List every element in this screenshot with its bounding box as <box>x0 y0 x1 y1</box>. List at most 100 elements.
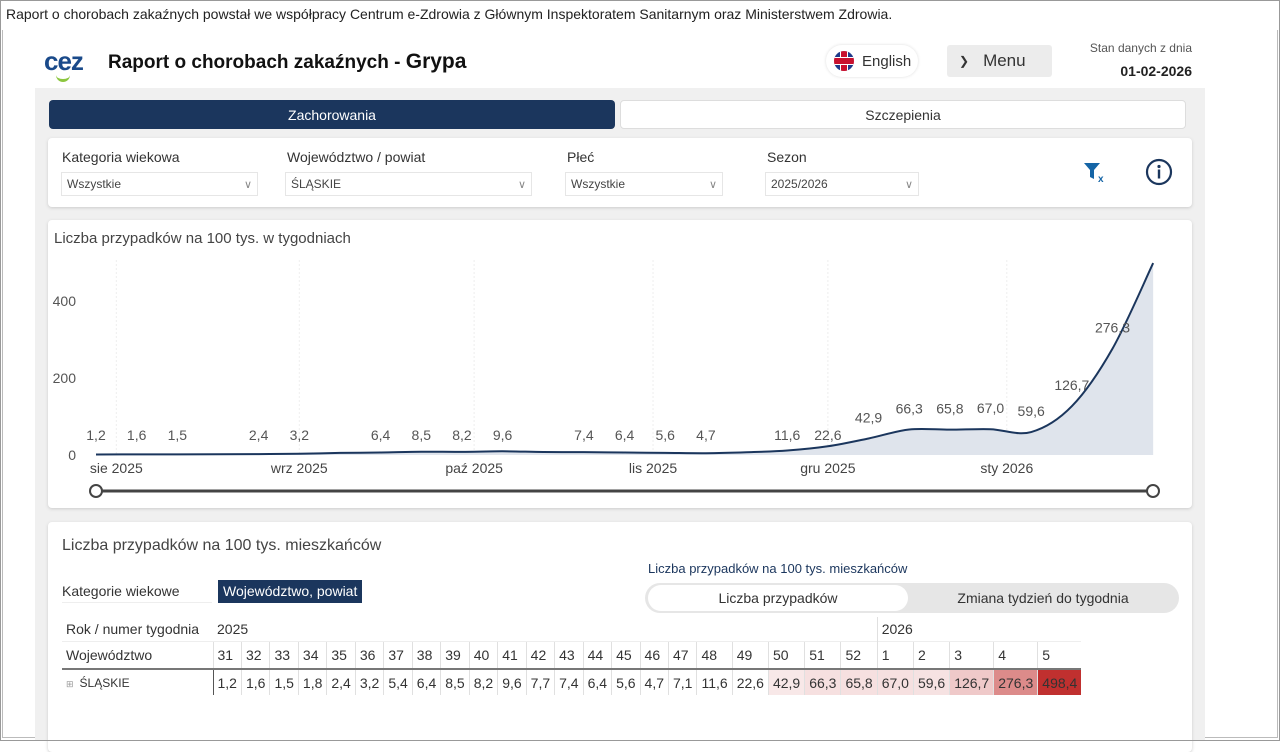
x-tick-label: sty 2026 <box>980 460 1033 476</box>
week-header: 45 <box>612 641 640 669</box>
title-disease: Grypa <box>406 50 467 73</box>
menu-button[interactable]: ❯Menu <box>947 45 1052 77</box>
title-text: Raport o chorobach zakaźnych - <box>108 52 406 73</box>
value-cell: 6,4 <box>583 669 611 695</box>
week-header: 37 <box>384 641 412 669</box>
week-header: 47 <box>669 641 697 669</box>
y-tick-label: 200 <box>53 370 77 386</box>
value-cell: 5,6 <box>612 669 640 695</box>
age-dropdown[interactable]: Wszystkie∨ <box>61 172 258 196</box>
week-header: 36 <box>355 641 383 669</box>
chevron-down-icon: ∨ <box>709 178 717 191</box>
info-icon[interactable] <box>1145 158 1173 186</box>
year-header: 2025 <box>213 617 877 641</box>
week-header: 50 <box>768 641 804 669</box>
data-label: 276,3 <box>1095 320 1130 336</box>
region-value: ŚLĄSKIE <box>291 177 341 191</box>
region-dropdown[interactable]: ŚLĄSKIE ∨ <box>285 172 532 196</box>
filter-clear-icon[interactable]: x <box>1083 161 1107 183</box>
week-header: 40 <box>469 641 497 669</box>
week-header: 5 <box>1038 641 1082 669</box>
region-cell[interactable]: ⊞ŚLĄSKIE <box>62 669 213 695</box>
svg-text:x: x <box>1098 174 1104 183</box>
value-cell: 1,6 <box>241 669 269 695</box>
value-cell: 66,3 <box>805 669 841 695</box>
data-label: 1,6 <box>127 427 147 443</box>
x-tick-label: gru 2025 <box>800 460 855 476</box>
tab-zachorowania[interactable]: Zachorowania <box>49 100 615 129</box>
cez-logo: cez <box>44 46 83 77</box>
value-cell: 67,0 <box>877 669 913 695</box>
data-label: 11,6 <box>774 427 800 443</box>
language-button[interactable]: English <box>826 45 918 77</box>
filter-label-sex: Płeć <box>567 149 594 165</box>
data-label: 66,3 <box>896 400 923 416</box>
value-cell: 59,6 <box>913 669 949 695</box>
chart-title: Liczba przypadków na 100 tys. w tygodnia… <box>54 230 351 247</box>
row-header-region: Województwo <box>62 641 213 669</box>
data-label: 5,6 <box>656 427 676 443</box>
value-cell: 126,7 <box>950 669 994 695</box>
row-header-year: Rok / numer tygodnia <box>62 617 213 641</box>
data-label: 59,6 <box>1018 403 1045 419</box>
week-header: 48 <box>697 641 732 669</box>
series-line <box>96 263 1153 454</box>
filter-label-season: Sezon <box>767 149 807 165</box>
sex-dropdown[interactable]: Wszystkie ∨ <box>565 172 723 196</box>
week-header: 42 <box>526 641 554 669</box>
week-header: 3 <box>950 641 994 669</box>
value-cell: 1,2 <box>213 669 241 695</box>
value-cell: 1,5 <box>270 669 298 695</box>
table-section-title: Liczba przypadków na 100 tys. mieszkańcó… <box>62 537 381 555</box>
chevron-down-icon: ❯ <box>959 54 969 68</box>
value-cell: 65,8 <box>841 669 877 695</box>
week-header: 34 <box>298 641 326 669</box>
data-label: 9,6 <box>493 427 513 443</box>
week-header: 39 <box>441 641 469 669</box>
data-label: 6,4 <box>615 427 635 443</box>
data-label: 65,8 <box>936 401 963 417</box>
data-label: 126,7 <box>1054 377 1089 393</box>
range-slider-end-handle[interactable] <box>1147 485 1159 497</box>
info-banner: Raport o chorobach zakaźnych powstał we … <box>6 6 892 22</box>
data-label: 8,2 <box>452 427 472 443</box>
metric-toggle: Liczba przypadków Zmiana tydzień do tygo… <box>645 583 1179 613</box>
week-header: 38 <box>412 641 440 669</box>
value-cell: 7,7 <box>526 669 554 695</box>
x-tick-label: lis 2025 <box>629 460 677 476</box>
value-cell: 8,2 <box>469 669 497 695</box>
view-button-region[interactable]: Województwo, powiat <box>218 580 362 603</box>
data-date-label: Stan danych z dnia <box>1090 41 1192 55</box>
toggle-week-change[interactable]: Zmiana tydzień do tygodnia <box>910 585 1176 611</box>
data-label: 4,7 <box>696 427 716 443</box>
value-cell: 42,9 <box>768 669 804 695</box>
x-tick-label: paź 2025 <box>445 460 503 476</box>
sex-value: Wszystkie <box>571 177 625 191</box>
week-header: 31 <box>213 641 241 669</box>
value-cell: 8,5 <box>441 669 469 695</box>
y-tick-label: 0 <box>68 447 76 463</box>
week-header: 2 <box>913 641 949 669</box>
value-cell: 11,6 <box>697 669 732 695</box>
page-title: Raport o chorobach zakaźnych - Grypa <box>108 50 466 74</box>
data-label: 7,4 <box>574 427 594 443</box>
season-dropdown[interactable]: 2025/2026∨ <box>765 172 919 196</box>
value-cell: 7,1 <box>669 669 697 695</box>
view-button-age-categories[interactable]: Kategorie wiekowe <box>62 580 212 603</box>
week-header: 4 <box>994 641 1038 669</box>
filter-label-region: Województwo / powiat <box>287 149 425 165</box>
filter-label-age: Kategoria wiekowa <box>62 149 180 165</box>
data-date-value: 01-02-2026 <box>1090 63 1192 79</box>
tab-szczepienia[interactable]: Szczepienia <box>620 100 1186 129</box>
data-label: 3,2 <box>290 427 310 443</box>
y-tick-label: 400 <box>53 293 77 309</box>
range-slider-start-handle[interactable] <box>90 485 102 497</box>
expand-icon[interactable]: ⊞ <box>66 679 74 689</box>
toggle-case-count[interactable]: Liczba przypadków <box>648 585 908 611</box>
chevron-down-icon: ∨ <box>518 178 526 191</box>
data-date: Stan danych z dnia 01-02-2026 <box>1090 41 1192 79</box>
data-label: 8,5 <box>412 427 432 443</box>
value-cell: 1,8 <box>298 669 326 695</box>
value-cell: 5,4 <box>384 669 412 695</box>
